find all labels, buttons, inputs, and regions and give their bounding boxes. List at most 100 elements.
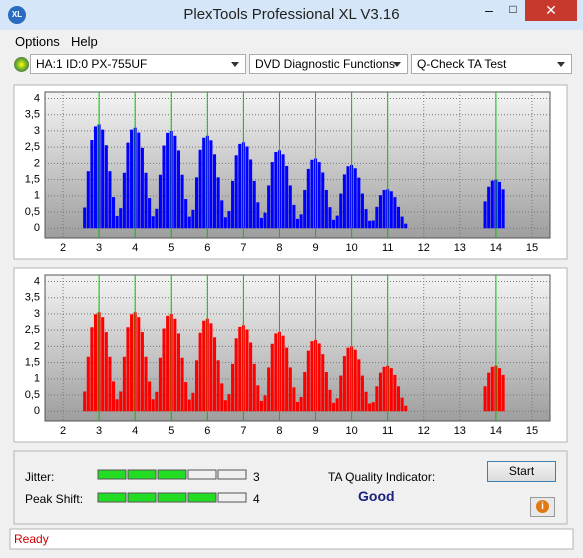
bar: [335, 215, 339, 229]
bar: [270, 343, 274, 412]
quality-label: TA Quality Indicator:: [328, 470, 436, 484]
bar: [249, 159, 253, 229]
bar: [216, 177, 220, 229]
y-tick-label: 0: [34, 222, 40, 234]
x-tick-label: 6: [204, 242, 210, 254]
bar: [490, 366, 494, 412]
close-button[interactable]: ✕: [525, 0, 577, 21]
bar: [151, 399, 155, 412]
minimize-button[interactable]: –: [485, 2, 493, 18]
bar: [501, 189, 505, 229]
bar: [86, 171, 90, 229]
peak-shift-label: Peak Shift:: [25, 492, 84, 506]
x-tick-label: 5: [168, 242, 174, 254]
bar: [256, 202, 260, 229]
bar: [295, 218, 300, 229]
x-tick-label: 8: [276, 425, 282, 437]
bar: [267, 185, 271, 229]
bar: [382, 366, 386, 412]
level-box: [187, 469, 217, 480]
title-bar: [0, 0, 583, 30]
bar: [104, 145, 108, 229]
y-tick-label: 1,5: [25, 174, 40, 186]
y-tick-label: 1,5: [25, 357, 40, 369]
level-box: [97, 492, 127, 503]
bar: [342, 356, 346, 412]
bar: [252, 180, 256, 229]
bar: [101, 129, 105, 229]
bar: [274, 152, 278, 229]
status-text: Ready: [14, 532, 49, 546]
bar: [166, 132, 170, 229]
bar: [198, 149, 202, 229]
x-tick-label: 12: [418, 425, 430, 437]
bar: [259, 217, 263, 229]
bar: [238, 326, 242, 412]
bar: [285, 165, 289, 229]
bar: [220, 200, 224, 229]
bar: [202, 320, 206, 412]
bar: [288, 185, 292, 229]
bar: [306, 168, 310, 229]
x-tick-label: 5: [168, 425, 174, 437]
bar: [339, 375, 343, 412]
maximize-button[interactable]: □: [509, 2, 517, 16]
bar: [227, 394, 231, 412]
bar: [497, 368, 502, 412]
bar: [130, 314, 134, 412]
x-tick-label: 2: [60, 425, 66, 437]
drive-select[interactable]: HA:1 ID:0 PX-755UF: [30, 54, 246, 74]
bar: [483, 386, 487, 412]
start-button[interactable]: Start: [487, 461, 556, 482]
y-tick-label: 2: [34, 157, 40, 169]
bar: [393, 374, 397, 412]
menu-item[interactable]: Options: [15, 34, 60, 49]
bar: [187, 399, 191, 412]
y-tick-label: 1: [34, 373, 40, 385]
bar: [126, 142, 130, 229]
bar: [389, 191, 393, 229]
test-select[interactable]: Q-Check TA Test: [411, 54, 572, 74]
bar: [487, 186, 491, 229]
jitter-label: Jitter:: [25, 470, 55, 484]
bar: [234, 338, 238, 412]
x-tick-label: 11: [382, 425, 393, 437]
bar: [404, 405, 408, 412]
bar: [209, 140, 213, 229]
bar: [191, 392, 195, 412]
y-tick-label: 0,5: [25, 389, 40, 401]
bar: [295, 401, 300, 412]
drive-icon: [14, 57, 29, 72]
bar: [378, 372, 382, 412]
bar: [342, 174, 346, 229]
x-tick-label: 12: [418, 242, 430, 254]
bar: [83, 391, 87, 412]
y-tick-label: 2,5: [25, 141, 40, 153]
function-select[interactable]: DVD Diagnostic Functions: [249, 54, 408, 74]
bar: [306, 350, 310, 412]
bar: [176, 333, 180, 412]
bar: [220, 383, 224, 412]
x-tick-label: 10: [345, 425, 357, 437]
y-tick-label: 4: [34, 92, 40, 104]
bar: [194, 360, 199, 412]
menu-item[interactable]: Help: [71, 34, 98, 49]
bar: [148, 381, 152, 412]
x-tick-label: 4: [132, 425, 138, 437]
bar: [101, 317, 105, 412]
x-tick-label: 9: [312, 425, 318, 437]
bar: [303, 372, 307, 412]
bar: [90, 327, 94, 412]
bar: [501, 374, 505, 412]
bar: [328, 207, 332, 229]
bar: [346, 347, 350, 412]
x-tick-label: 3: [96, 242, 102, 254]
bar: [184, 199, 188, 229]
bar: [198, 332, 202, 412]
info-button[interactable]: i: [530, 497, 555, 517]
bar: [155, 208, 159, 229]
x-tick-label: 8: [276, 242, 282, 254]
bar: [281, 154, 285, 229]
bar: [324, 372, 328, 412]
